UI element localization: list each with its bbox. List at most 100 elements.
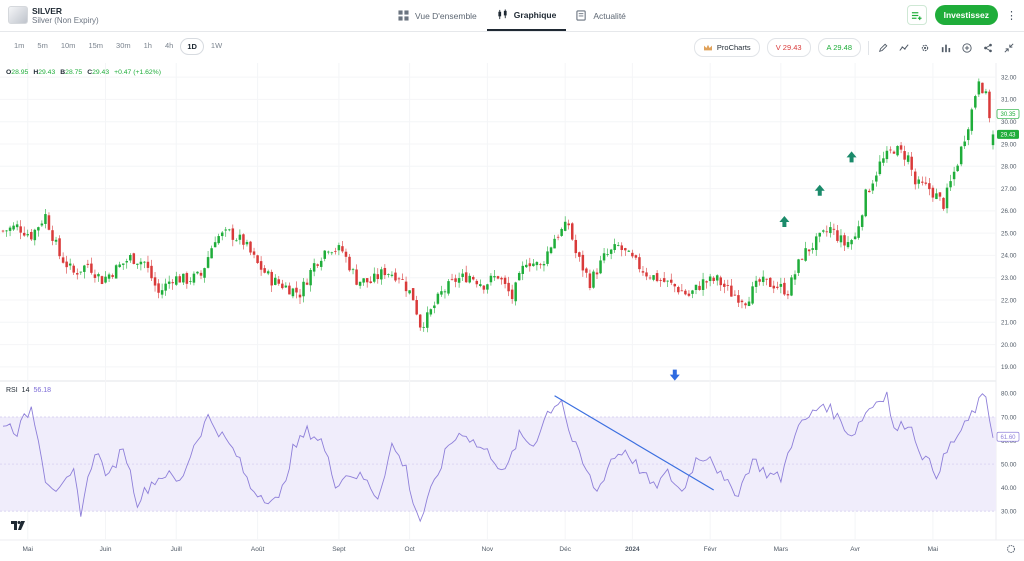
candle-body — [532, 263, 535, 267]
price-tick-label: 19.00 — [1001, 364, 1017, 371]
indicators-icon[interactable] — [897, 41, 911, 55]
candle-body — [592, 271, 595, 288]
candle-body — [556, 236, 560, 238]
candle-body — [390, 274, 394, 276]
candle-body — [37, 227, 40, 231]
candle-body — [344, 251, 348, 257]
candle-body — [889, 149, 892, 151]
candle-body — [783, 282, 786, 295]
buy-price-button[interactable]: A 29.48 — [817, 38, 861, 57]
candle-body — [86, 263, 90, 265]
procharts-button[interactable]: ProCharts — [693, 38, 760, 57]
candle-body — [917, 179, 920, 184]
draw-pencil-icon[interactable] — [876, 41, 890, 55]
timeframe-1D[interactable]: 1D — [180, 38, 204, 55]
add-circle-icon[interactable] — [960, 41, 974, 55]
list-add-icon — [912, 11, 922, 20]
candle-body — [319, 260, 323, 267]
sell-price-button[interactable]: V 29.43 — [766, 38, 811, 57]
candle-body — [595, 272, 599, 275]
timeframe-4h[interactable]: 4h — [164, 41, 174, 50]
rsi-tick-label: 70.00 — [1001, 414, 1017, 421]
candle-body — [369, 281, 372, 284]
candle-body — [383, 267, 387, 276]
candle-body — [139, 261, 143, 265]
candle-body — [26, 234, 29, 236]
candle-body — [974, 96, 977, 108]
gear-icon[interactable] — [918, 41, 932, 55]
tab-chart[interactable]: Graphique — [486, 0, 567, 31]
candle-body — [472, 276, 475, 280]
candle-body — [295, 287, 298, 293]
share-icon[interactable] — [981, 41, 995, 55]
price-chart[interactable]: Mai Juin Juill Août Sept Oct Nov Déc 2024 Févr Mar… — [0, 63, 1024, 561]
candle-body — [691, 290, 694, 294]
ask-price-label: 30.35 — [1000, 112, 1016, 118]
candle-body — [408, 290, 411, 294]
candle-body — [910, 156, 913, 170]
candle-body — [631, 252, 634, 257]
chart-tools: ProCharts V 29.43 A 29.48 — [693, 38, 1016, 57]
candle-body — [627, 250, 631, 252]
candle-body — [684, 290, 687, 295]
candle-body — [259, 261, 263, 270]
collapse-icon[interactable] — [1002, 41, 1016, 55]
candle-body — [217, 236, 220, 244]
candle-body — [266, 271, 270, 274]
timeframe-30m[interactable]: 30m — [116, 41, 131, 50]
rsi-tick-label: 50.00 — [1001, 461, 1017, 468]
candle-body — [178, 276, 182, 283]
candle-body — [224, 229, 227, 231]
candle-body — [220, 232, 224, 237]
candle-body — [411, 288, 415, 301]
candle-body — [5, 230, 8, 232]
more-options-icon[interactable]: ⋮ — [1006, 9, 1017, 22]
candle-body — [712, 277, 715, 282]
candle-body — [903, 151, 906, 160]
candle-body — [525, 264, 528, 268]
tab-news[interactable]: Actualité — [566, 0, 636, 31]
rsi-trendline — [554, 395, 714, 491]
app-header: SILVER Silver (Non Expiry) Vue D'ensembl… — [0, 0, 1024, 32]
candle-body — [203, 268, 206, 278]
rsi-last-badge — [996, 431, 1020, 442]
candle-body — [624, 248, 627, 251]
candle-body — [22, 232, 26, 236]
price-tick-label: 23.00 — [1001, 275, 1017, 282]
timeframe-1m[interactable]: 1m — [14, 41, 25, 50]
add-to-watchlist-button[interactable] — [906, 5, 927, 25]
candle-body — [433, 305, 436, 309]
candle-body — [387, 274, 390, 275]
timeframe-1h[interactable]: 1h — [143, 41, 152, 50]
rsi-tick-label: 30.00 — [1001, 508, 1017, 515]
candle-body — [171, 282, 174, 284]
timeframe-5m[interactable]: 5m — [37, 41, 48, 50]
candle-body — [539, 264, 542, 266]
candle-body — [15, 224, 19, 228]
timeframe-15m[interactable]: 15m — [88, 41, 104, 50]
invest-button[interactable]: Investissez — [934, 5, 998, 25]
chart-toolbar: 1m 5m 10m 15m 30m 1h 4h 1D 1W ProCharts V 29.43 … — [0, 38, 1024, 58]
timeframe-1W[interactable]: 1W — [210, 41, 223, 50]
price-tick-label: 31.00 — [1001, 97, 1017, 104]
grid-icon — [398, 10, 409, 21]
candle-body — [956, 165, 959, 172]
tab-overview[interactable]: Vue D'ensemble — [388, 0, 487, 31]
candle-body — [277, 279, 281, 284]
timeframe-10m[interactable]: 10m — [60, 41, 76, 50]
candle-body — [730, 285, 733, 297]
x-axis-label: Nov — [482, 546, 494, 553]
bar-chart-icon[interactable] — [939, 41, 953, 55]
candle-body — [146, 261, 150, 268]
candle-body — [793, 274, 797, 280]
candle-body — [521, 265, 524, 274]
candle-body — [263, 268, 266, 273]
tradingview-logo-icon[interactable] — [10, 519, 26, 533]
candle-body — [132, 253, 136, 264]
price-tick-label: 26.00 — [1001, 208, 1017, 215]
candle-body — [394, 272, 397, 281]
candle-body — [687, 293, 691, 296]
candle-body — [553, 238, 556, 249]
candle-body — [542, 263, 546, 266]
candle-body — [967, 129, 970, 141]
